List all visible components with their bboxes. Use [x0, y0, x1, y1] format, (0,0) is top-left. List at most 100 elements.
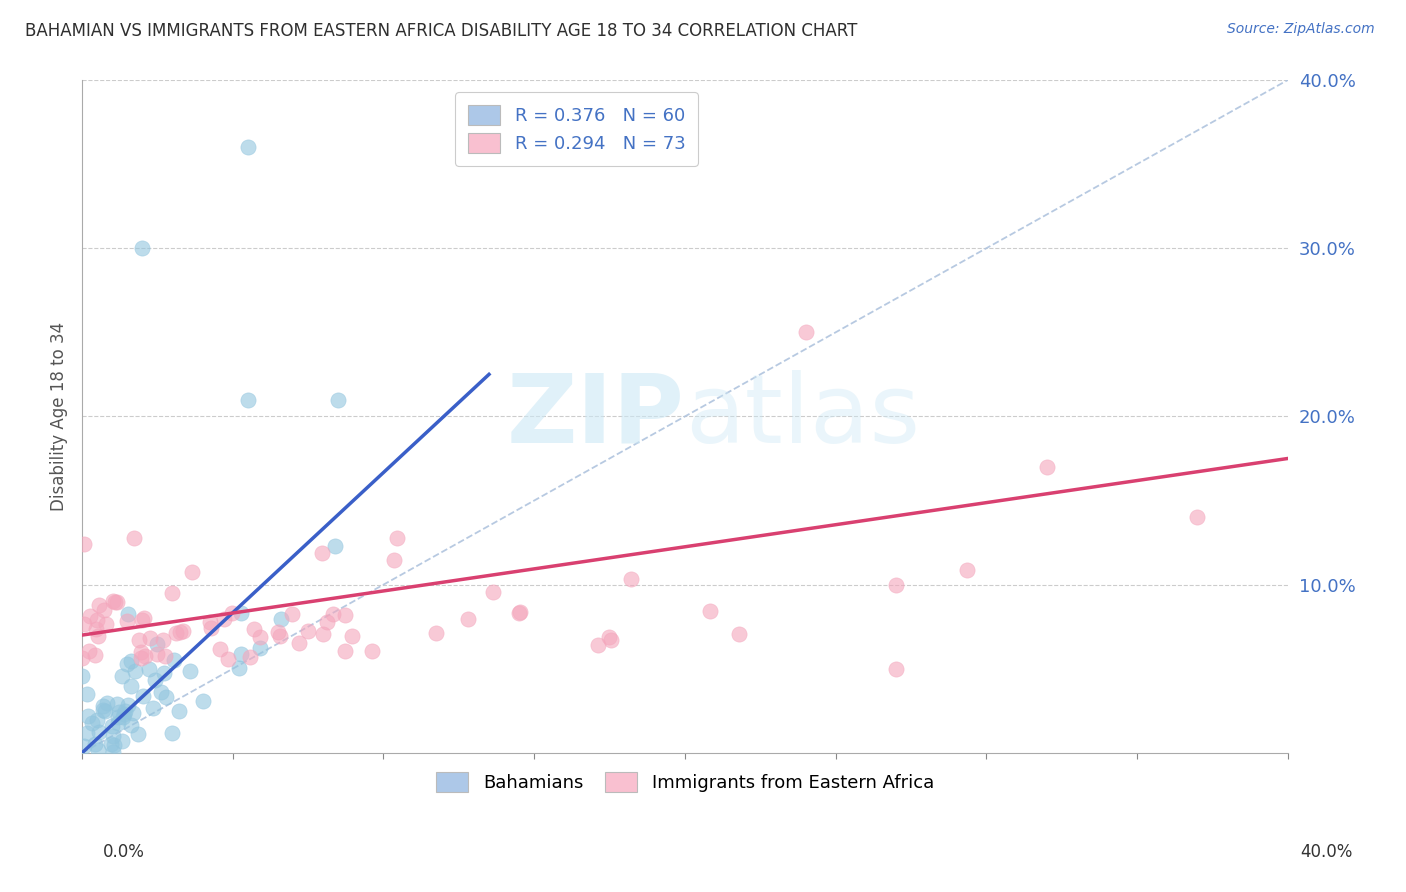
- Point: [70, 651, 93, 665]
- Point: [111, 709, 134, 723]
- Point: [163, 653, 186, 667]
- Point: [239, 650, 262, 665]
- Point: [340, 629, 363, 643]
- Point: [152, 632, 174, 647]
- Point: [100, 737, 122, 751]
- Point: [699, 604, 721, 618]
- Point: [104, 595, 127, 609]
- Point: [328, 392, 350, 407]
- Text: BAHAMIAN VS IMMIGRANTS FROM EASTERN AFRICA DISABILITY AGE 18 TO 34 CORRELATION C: BAHAMIAN VS IMMIGRANTS FROM EASTERN AFRI…: [25, 22, 858, 40]
- Point: [87, 743, 110, 757]
- Point: [87, 599, 110, 613]
- Point: [107, 710, 129, 724]
- Point: [146, 647, 169, 661]
- Point: [586, 638, 609, 652]
- Point: [131, 613, 153, 627]
- Point: [132, 611, 155, 625]
- Point: [103, 594, 125, 608]
- Point: [217, 652, 239, 666]
- Point: [84, 623, 107, 637]
- Text: atlas: atlas: [685, 370, 920, 463]
- Point: [153, 649, 176, 664]
- Point: [139, 631, 162, 645]
- Point: [281, 607, 304, 621]
- Point: [112, 707, 135, 722]
- Point: [481, 585, 503, 599]
- Point: [120, 680, 142, 694]
- Point: [101, 745, 124, 759]
- Point: [322, 607, 344, 621]
- Point: [509, 606, 531, 620]
- Point: [1035, 459, 1057, 474]
- Point: [108, 705, 131, 719]
- Point: [114, 704, 136, 718]
- Point: [794, 326, 817, 340]
- Point: [160, 726, 183, 740]
- Point: [83, 648, 105, 662]
- Point: [129, 645, 152, 659]
- Point: [323, 539, 346, 553]
- Point: [231, 647, 253, 661]
- Point: [249, 640, 271, 655]
- Point: [138, 662, 160, 676]
- Point: [86, 714, 108, 728]
- Point: [598, 630, 620, 644]
- Point: [128, 633, 150, 648]
- Point: [89, 725, 111, 739]
- Point: [155, 690, 177, 704]
- Text: Source: ZipAtlas.com: Source: ZipAtlas.com: [1227, 22, 1375, 37]
- Point: [200, 621, 222, 635]
- Point: [120, 718, 142, 732]
- Point: [311, 546, 333, 560]
- Point: [1187, 510, 1209, 524]
- Point: [153, 666, 176, 681]
- Point: [120, 654, 142, 668]
- Legend: Bahamians, Immigrants from Eastern Africa: Bahamians, Immigrants from Eastern Afric…: [423, 759, 946, 805]
- Point: [360, 644, 382, 658]
- Point: [165, 626, 187, 640]
- Point: [150, 685, 173, 699]
- Y-axis label: Disability Age 18 to 34: Disability Age 18 to 34: [51, 322, 67, 511]
- Point: [94, 617, 117, 632]
- Point: [333, 643, 356, 657]
- Point: [115, 614, 138, 628]
- Point: [315, 615, 337, 629]
- Point: [115, 657, 138, 671]
- Point: [91, 702, 114, 716]
- Point: [229, 606, 252, 620]
- Point: [956, 564, 979, 578]
- Point: [107, 716, 129, 731]
- Point: [93, 603, 115, 617]
- Point: [111, 669, 134, 683]
- Point: [76, 726, 98, 740]
- Point: [198, 615, 221, 629]
- Point: [131, 241, 153, 255]
- Text: 0.0%: 0.0%: [103, 843, 145, 861]
- Point: [236, 140, 259, 154]
- Point: [242, 623, 264, 637]
- Point: [122, 531, 145, 545]
- Point: [93, 705, 115, 719]
- Point: [180, 565, 202, 579]
- Point: [382, 552, 405, 566]
- Point: [134, 648, 156, 663]
- Point: [425, 626, 447, 640]
- Point: [267, 625, 290, 640]
- Point: [508, 606, 530, 620]
- Point: [77, 644, 100, 658]
- Point: [87, 629, 110, 643]
- Point: [620, 572, 643, 586]
- Point: [124, 665, 146, 679]
- Point: [145, 673, 167, 688]
- Point: [101, 729, 124, 743]
- Point: [236, 392, 259, 407]
- Point: [457, 612, 479, 626]
- Point: [287, 635, 309, 649]
- Point: [169, 624, 191, 639]
- Point: [179, 664, 201, 678]
- Point: [249, 631, 271, 645]
- Point: [160, 586, 183, 600]
- Point: [105, 697, 128, 711]
- Point: [146, 637, 169, 651]
- Point: [79, 609, 101, 624]
